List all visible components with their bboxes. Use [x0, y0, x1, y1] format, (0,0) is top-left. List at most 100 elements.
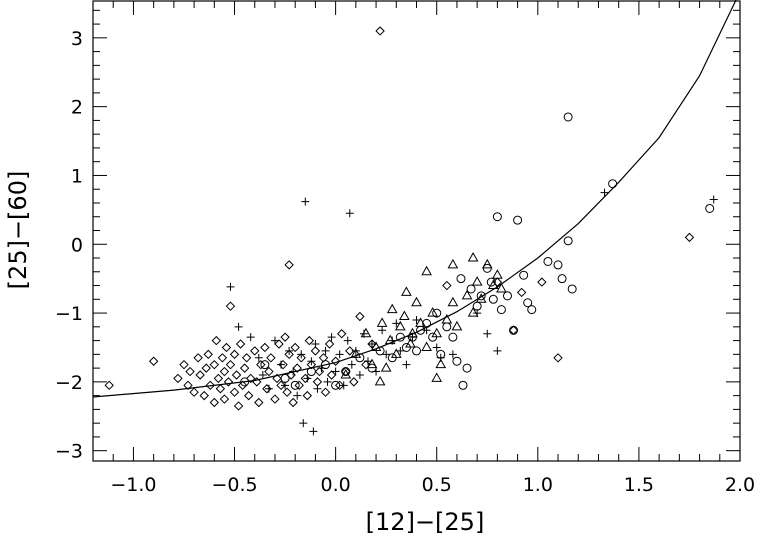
- y-tick-label: 2: [71, 97, 83, 119]
- plus-point: [311, 340, 320, 349]
- plus-point: [313, 384, 322, 393]
- circle-point: [486, 277, 496, 287]
- y-axis: −3 −2 −1 0 1 2 3: [55, 9, 740, 463]
- diamond-point: [553, 353, 563, 363]
- diamond-point: [241, 353, 252, 363]
- plus-point: [289, 367, 298, 376]
- diamond-point: [201, 363, 211, 373]
- y-tick-label: −1: [55, 303, 83, 325]
- diamond-point: [193, 353, 203, 363]
- diamond-point: [219, 366, 230, 377]
- diamond-point: [209, 397, 220, 408]
- triangle-point: [350, 348, 362, 358]
- y-tick-label: −2: [55, 372, 83, 394]
- circle-point: [412, 346, 421, 356]
- x-tick-label: 0.5: [422, 474, 452, 496]
- diamond-point: [203, 349, 213, 360]
- diamond-point: [205, 380, 215, 391]
- plus-point: [402, 360, 411, 369]
- plus-point: [297, 350, 306, 359]
- diamond-point: [215, 384, 226, 394]
- plus-point: [323, 377, 332, 386]
- plus-point: [309, 427, 318, 436]
- plus-point: [331, 367, 340, 376]
- circle-point: [395, 332, 405, 342]
- plus-point: [264, 384, 273, 393]
- x-tick-label: −1.0: [110, 474, 156, 496]
- triangle-point: [370, 341, 382, 351]
- diamond-point: [266, 353, 276, 363]
- x-tick-label: 1.5: [624, 474, 654, 496]
- triangle-point: [407, 327, 418, 338]
- diamond-point: [302, 390, 313, 401]
- diamond-point: [288, 397, 298, 408]
- circle-point: [472, 301, 482, 311]
- triangle-point: [447, 296, 459, 307]
- plus-point: [351, 346, 360, 355]
- circle-point: [462, 363, 472, 373]
- triangle-point: [374, 375, 386, 386]
- diamond-point: [442, 280, 452, 291]
- y-tick-label: 0: [71, 234, 83, 256]
- diamond-point: [312, 377, 323, 387]
- diamond-point: [292, 363, 302, 373]
- plus-point: [382, 350, 391, 359]
- circle-point: [553, 260, 563, 270]
- diamond-point: [324, 339, 335, 349]
- plus-point: [301, 197, 310, 206]
- triangle-point: [475, 293, 487, 303]
- circle-point: [422, 318, 432, 328]
- diamond-point: [225, 359, 236, 370]
- triangle-point: [380, 362, 392, 372]
- diamond-point: [280, 332, 290, 342]
- triangle-point: [411, 296, 422, 307]
- triangle-point: [401, 286, 412, 296]
- plus-point: [303, 374, 312, 383]
- diamond-point: [304, 335, 315, 346]
- diamond-point: [272, 373, 282, 384]
- plus-point: [345, 209, 354, 218]
- diamond-point: [320, 387, 331, 397]
- diamond-point: [223, 377, 234, 387]
- diamond-point: [211, 335, 222, 346]
- diamond-point: [254, 397, 264, 408]
- circle-point: [240, 377, 250, 387]
- diamond-point: [173, 373, 183, 384]
- plus-point: [600, 188, 609, 197]
- circle-point: [502, 291, 512, 301]
- triangle-point: [441, 313, 453, 324]
- diamond-point: [256, 359, 266, 370]
- triangle-point: [399, 310, 410, 321]
- plus-point: [270, 336, 279, 345]
- triangle-point: [390, 348, 402, 358]
- triangle-point: [421, 341, 432, 351]
- diamond-point: [310, 346, 321, 356]
- diamond-point: [185, 366, 195, 377]
- circle-point: [557, 274, 567, 284]
- diamond-point: [229, 387, 240, 397]
- diamond-point: [209, 359, 220, 370]
- triangle-point: [435, 358, 447, 369]
- diamond-point: [336, 329, 347, 339]
- circle-point: [280, 373, 290, 383]
- plus-point: [321, 346, 330, 355]
- triangle-point: [421, 265, 432, 276]
- plus-point: [285, 346, 294, 355]
- circle-point: [567, 284, 577, 294]
- plus-point: [327, 333, 336, 342]
- diamond-point: [330, 356, 341, 366]
- triangle-point: [376, 317, 388, 327]
- diamond-point: [349, 377, 359, 387]
- diamond-point: [250, 346, 260, 356]
- diamond-point: [243, 390, 254, 401]
- circle-point: [306, 367, 316, 377]
- circle-point: [488, 294, 498, 304]
- circle-point: [523, 298, 533, 308]
- circle-point: [509, 325, 519, 335]
- diamond-point: [252, 377, 262, 387]
- circle-point: [563, 236, 573, 246]
- triangle-point: [384, 334, 396, 345]
- diamond-point: [284, 349, 294, 360]
- diamond-point: [290, 342, 300, 353]
